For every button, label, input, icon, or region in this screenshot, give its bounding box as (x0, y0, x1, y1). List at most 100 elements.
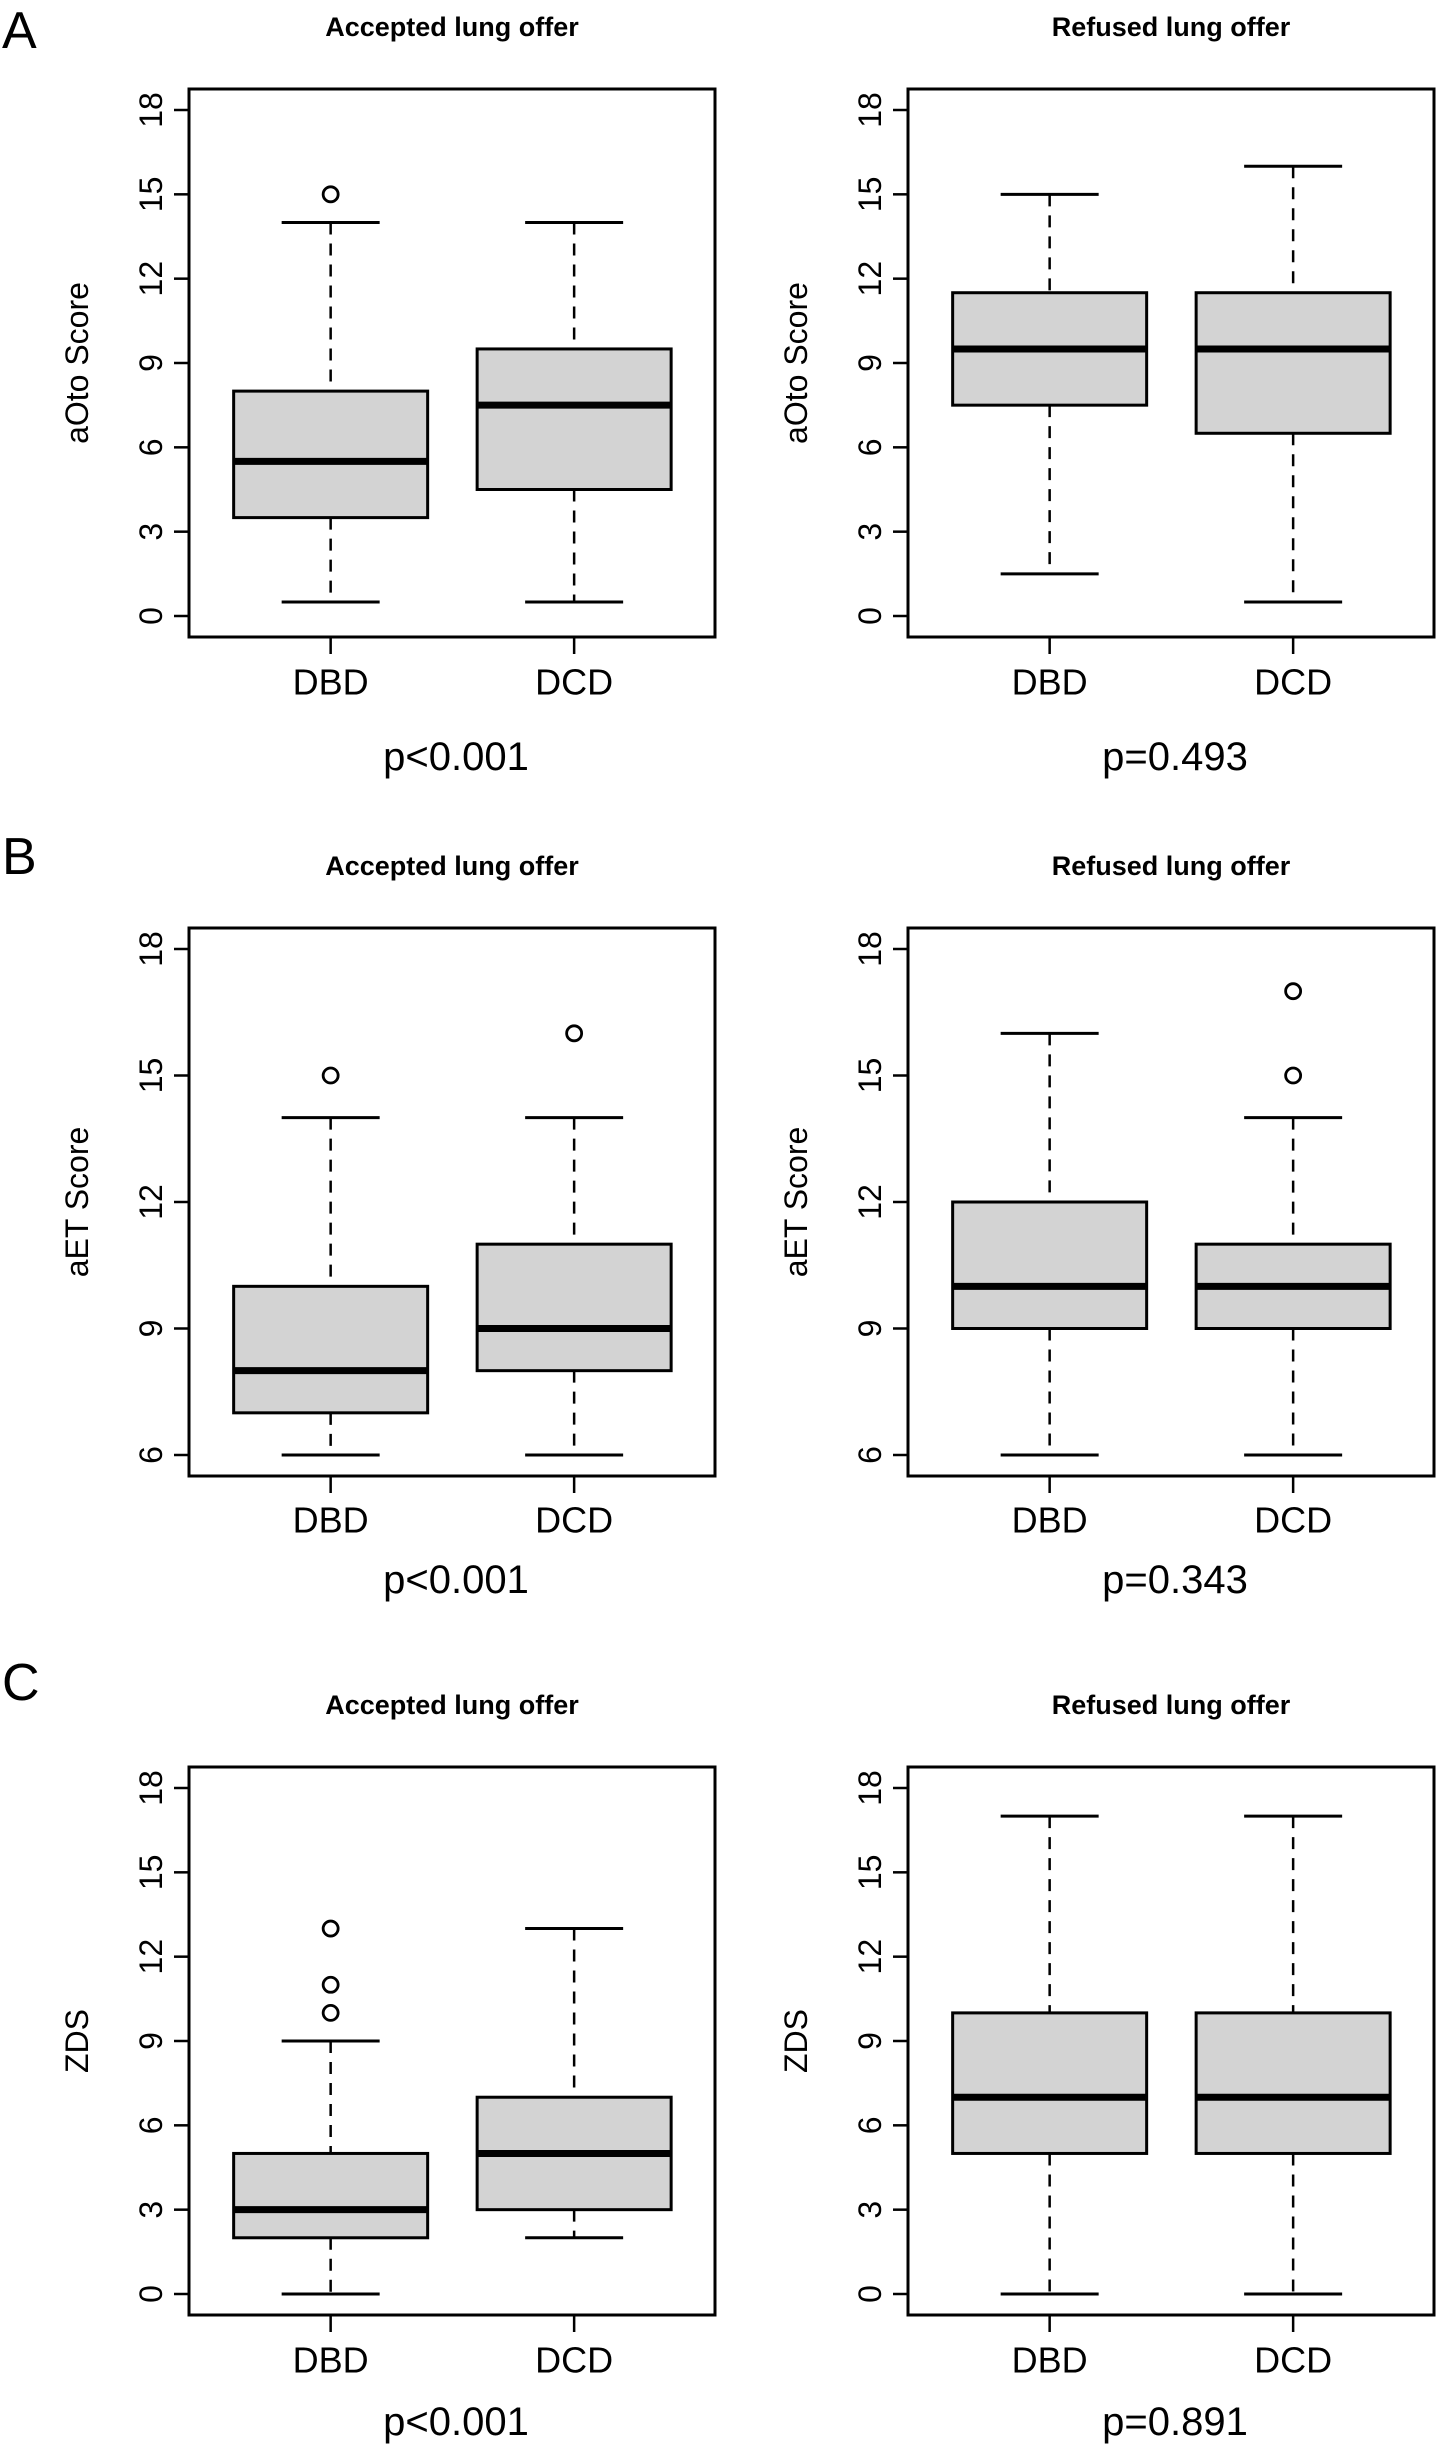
x-tick-label: DBD (293, 662, 369, 703)
x-tick-label: DBD (1012, 662, 1088, 703)
y-tick-label: 3 (852, 2201, 888, 2219)
box-dbd (951, 1814, 1149, 2296)
plot-title: Accepted lung offer (325, 1690, 579, 1720)
y-tick-label: 15 (852, 177, 888, 213)
outlier-point (321, 185, 340, 204)
y-tick-label: 18 (133, 1770, 169, 1806)
box-dcd (475, 1024, 673, 1457)
y-tick-label: 12 (133, 1939, 169, 1975)
boxplot-panel: B Accepted lung offer 6 9 12 15 18 aET Score DBD… (2, 828, 717, 1602)
x-tick-label: DBD (293, 1500, 369, 1541)
y-tick-label: 15 (133, 1855, 169, 1891)
y-tick-label: 18 (133, 931, 169, 967)
box-dcd (1194, 164, 1392, 604)
box-dcd (1194, 1814, 1392, 2296)
y-axis-title: aET Score (778, 1127, 814, 1278)
y-tick-label: 0 (852, 2285, 888, 2303)
plot-title: Refused lung offer (1052, 12, 1291, 42)
iqr-box (951, 1200, 1149, 1330)
plot-title: Accepted lung offer (325, 851, 579, 881)
box-dbd (951, 1031, 1149, 1457)
y-tick-label: 12 (852, 1939, 888, 1975)
y-tick-label: 12 (852, 1184, 888, 1220)
outlier-point (321, 1066, 340, 1085)
plot-title: Refused lung offer (1052, 851, 1291, 881)
box-dbd (232, 1066, 430, 1457)
iqr-box (951, 2011, 1149, 2155)
x-tick-label: DCD (1254, 2340, 1332, 2381)
outlier-point (321, 2003, 340, 2022)
box-dcd (475, 220, 673, 604)
y-tick-label: 0 (133, 2285, 169, 2303)
y-tick-label: 0 (133, 607, 169, 625)
boxplot-panel: Refused lung offer 6 9 12 15 18 aET Score DBD DC… (778, 851, 1436, 1602)
outlier-point (1284, 1066, 1303, 1085)
y-axis-title: aOto Score (59, 282, 95, 444)
iqr-box (232, 389, 430, 520)
panel-letter: B (2, 828, 37, 886)
p-value-label: p=0.343 (1102, 1558, 1248, 1602)
x-tick-label: DCD (535, 1500, 613, 1541)
x-tick-label: DCD (535, 2340, 613, 2381)
y-tick-label: 9 (852, 354, 888, 372)
y-tick-label: 18 (852, 92, 888, 128)
y-tick-label: 18 (852, 931, 888, 967)
plot-title: Refused lung offer (1052, 1690, 1291, 1720)
y-tick-label: 12 (852, 261, 888, 297)
p-value-label: p<0.001 (383, 735, 529, 779)
y-tick-label: 9 (852, 2032, 888, 2050)
boxplot-panel: A Accepted lung offer 0 3 6 9 12 15 18 aOto Score… (2, 2, 717, 779)
plot-title: Accepted lung offer (325, 12, 579, 42)
iqr-box (232, 1284, 430, 1415)
box-dbd (232, 185, 430, 604)
y-tick-label: 9 (852, 1320, 888, 1338)
box-dbd (232, 1919, 430, 2296)
y-tick-label: 9 (133, 2032, 169, 2050)
y-tick-label: 6 (133, 1446, 169, 1464)
panel-letter: C (2, 1654, 40, 1712)
y-tick-label: 3 (133, 2201, 169, 2219)
box-dcd (1194, 982, 1392, 1457)
y-tick-label: 6 (852, 2116, 888, 2134)
y-tick-label: 6 (852, 438, 888, 456)
x-tick-label: DCD (535, 662, 613, 703)
y-axis-title: ZDS (778, 2009, 814, 2073)
panel-letter: A (2, 2, 37, 60)
y-tick-label: 3 (852, 523, 888, 541)
outlier-point (321, 1919, 340, 1938)
y-tick-label: 15 (133, 1058, 169, 1094)
y-tick-label: 18 (852, 1770, 888, 1806)
y-tick-label: 6 (852, 1446, 888, 1464)
iqr-box (1194, 2011, 1392, 2155)
y-tick-label: 15 (133, 177, 169, 213)
boxplot-panel: Refused lung offer 0 3 6 9 12 15 18 aOto Score DB… (778, 12, 1436, 779)
x-tick-label: DCD (1254, 662, 1332, 703)
iqr-box (1194, 291, 1392, 435)
outlier-point (565, 1024, 584, 1043)
box-dbd (951, 192, 1149, 576)
y-tick-label: 6 (133, 2116, 169, 2134)
boxplot-panel: C Accepted lung offer 0 3 6 9 12 15 18 ZDS DBD DCDp… (2, 1654, 717, 2444)
iqr-box (475, 347, 673, 492)
y-tick-label: 12 (133, 1184, 169, 1220)
iqr-box (475, 1242, 673, 1373)
x-tick-label: DBD (1012, 2340, 1088, 2381)
y-tick-label: 15 (852, 1058, 888, 1094)
p-value-label: p<0.001 (383, 2400, 529, 2444)
p-value-label: p=0.891 (1102, 2400, 1248, 2444)
y-tick-label: 9 (133, 1320, 169, 1338)
boxplot-panel: Refused lung offer 0 3 6 9 12 15 18 ZDS DBD DCDp=0… (778, 1690, 1436, 2444)
p-value-label: p<0.001 (383, 1558, 529, 1602)
y-tick-label: 12 (133, 261, 169, 297)
outlier-point (1284, 982, 1303, 1001)
y-axis-title: aET Score (59, 1127, 95, 1278)
x-tick-label: DCD (1254, 1500, 1332, 1541)
y-tick-label: 3 (133, 523, 169, 541)
p-value-label: p=0.493 (1102, 735, 1248, 779)
y-axis-title: ZDS (59, 2009, 95, 2073)
iqr-box (232, 2151, 430, 2240)
y-tick-label: 18 (133, 92, 169, 128)
box-dcd (475, 1927, 673, 2240)
y-tick-label: 15 (852, 1855, 888, 1891)
